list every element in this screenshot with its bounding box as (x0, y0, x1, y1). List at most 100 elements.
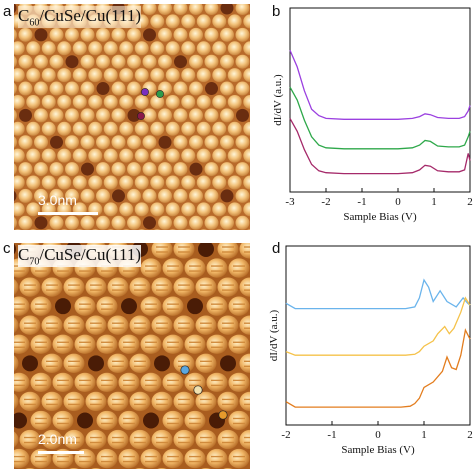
c70-molecule (74, 334, 96, 354)
c70-molecule (184, 410, 206, 431)
c60-molecule (18, 27, 33, 42)
c70-molecule (129, 429, 151, 450)
c70-molecule (184, 258, 206, 278)
c60-molecule (142, 108, 157, 123)
molecular-vacancy (189, 162, 203, 176)
c70-molecule (96, 372, 118, 393)
probe-marker (180, 365, 190, 375)
c60-molecule (103, 41, 118, 56)
c70-molecule (14, 431, 19, 448)
molecular-vacancy (158, 135, 172, 149)
c60-molecule (34, 162, 48, 177)
x-tick-label: 0 (375, 429, 381, 441)
c70-molecule (41, 315, 63, 335)
c60-molecule (34, 81, 48, 96)
c60-molecule (173, 4, 188, 15)
c60-molecule (14, 148, 25, 163)
y-axis-label: dI/dV (a.u.) (268, 309, 280, 361)
c60-molecule (65, 215, 79, 230)
probe-marker (141, 88, 149, 96)
c60-molecule (227, 202, 242, 217)
c60-molecule (107, 229, 114, 230)
c60-molecule (72, 121, 87, 136)
c60-molecule (127, 162, 141, 177)
c70-molecule (206, 448, 228, 469)
c60-molecule (165, 94, 180, 109)
c60-molecule (173, 162, 188, 177)
c70-molecule (129, 315, 151, 335)
c60-molecule (227, 175, 242, 190)
c70-molecule (96, 410, 118, 431)
c60-molecule (134, 94, 149, 109)
c70-molecule (19, 315, 41, 335)
c70-molecule (30, 372, 52, 393)
c70-molecule (30, 334, 52, 354)
c60-molecule (18, 81, 33, 96)
c60-molecule (123, 229, 130, 230)
c60-molecule (165, 121, 180, 136)
c60-molecule (72, 148, 87, 163)
c70-molecule (41, 429, 63, 450)
c60-molecule (80, 135, 95, 150)
molecular-vacancy (14, 412, 27, 429)
c70-molecule (206, 258, 228, 278)
c60-molecule (158, 108, 172, 123)
c60-molecule (119, 68, 134, 83)
c60-molecule (41, 94, 56, 109)
c70-molecule (184, 334, 206, 354)
c60-molecule (216, 229, 223, 230)
c70-molecule (63, 391, 85, 412)
c60-molecule (227, 41, 242, 56)
plot-frame (285, 245, 471, 426)
molecular-vacancy (65, 55, 79, 69)
c60-molecule (243, 202, 250, 217)
molecular-vacancy (174, 55, 187, 69)
c60-molecule (204, 54, 219, 69)
c60-molecule (127, 188, 141, 203)
c60-molecule (158, 188, 172, 203)
molecular-vacancy (14, 190, 17, 202)
c60-molecule (204, 4, 219, 15)
c60-molecule (247, 229, 250, 230)
c60-molecule (189, 108, 203, 123)
molecular-vacancy (19, 108, 32, 122)
c60-molecule (227, 121, 242, 136)
c60-molecule (96, 27, 110, 42)
c60-molecule (14, 29, 17, 41)
c60-molecule (196, 14, 211, 29)
c60-molecule (227, 14, 242, 29)
c60-molecule (235, 27, 250, 42)
c60-molecule (88, 121, 103, 136)
c60-molecule (165, 14, 180, 29)
c60-molecule (204, 108, 219, 123)
c60-molecule (18, 135, 33, 150)
c60-molecule (41, 148, 56, 163)
sts-chart-b: -3 -2 -1 0 1 2 Sample Bias (V) dI/dV (a.u.) (272, 7, 473, 223)
c60-molecule (158, 215, 172, 230)
c60-molecule (18, 162, 33, 177)
c60-molecule (235, 162, 250, 177)
c70-molecule (195, 315, 217, 335)
c60-molecule (235, 215, 250, 230)
c70-molecule (228, 296, 250, 316)
c60-molecule (72, 175, 87, 190)
c60-molecule (134, 121, 149, 136)
c60-molecule (243, 41, 250, 56)
c70-molecule (195, 353, 217, 373)
c60-molecule (127, 135, 141, 150)
c60-molecule (150, 202, 165, 217)
c60-molecule (165, 202, 180, 217)
c60-molecule (196, 41, 211, 56)
x-tick-label: -1 (357, 196, 366, 208)
c70-molecule (41, 277, 63, 297)
c70-molecule (107, 429, 129, 450)
c60-molecule (181, 148, 196, 163)
c60-molecule (57, 148, 72, 163)
series-line (289, 86, 471, 150)
c60-molecule (158, 27, 172, 42)
c70-molecule (228, 372, 250, 393)
molecular-vacancy (14, 4, 17, 14)
molecular-vacancy (154, 355, 170, 372)
c70-molecule (129, 277, 151, 297)
c60-molecule (14, 82, 17, 95)
